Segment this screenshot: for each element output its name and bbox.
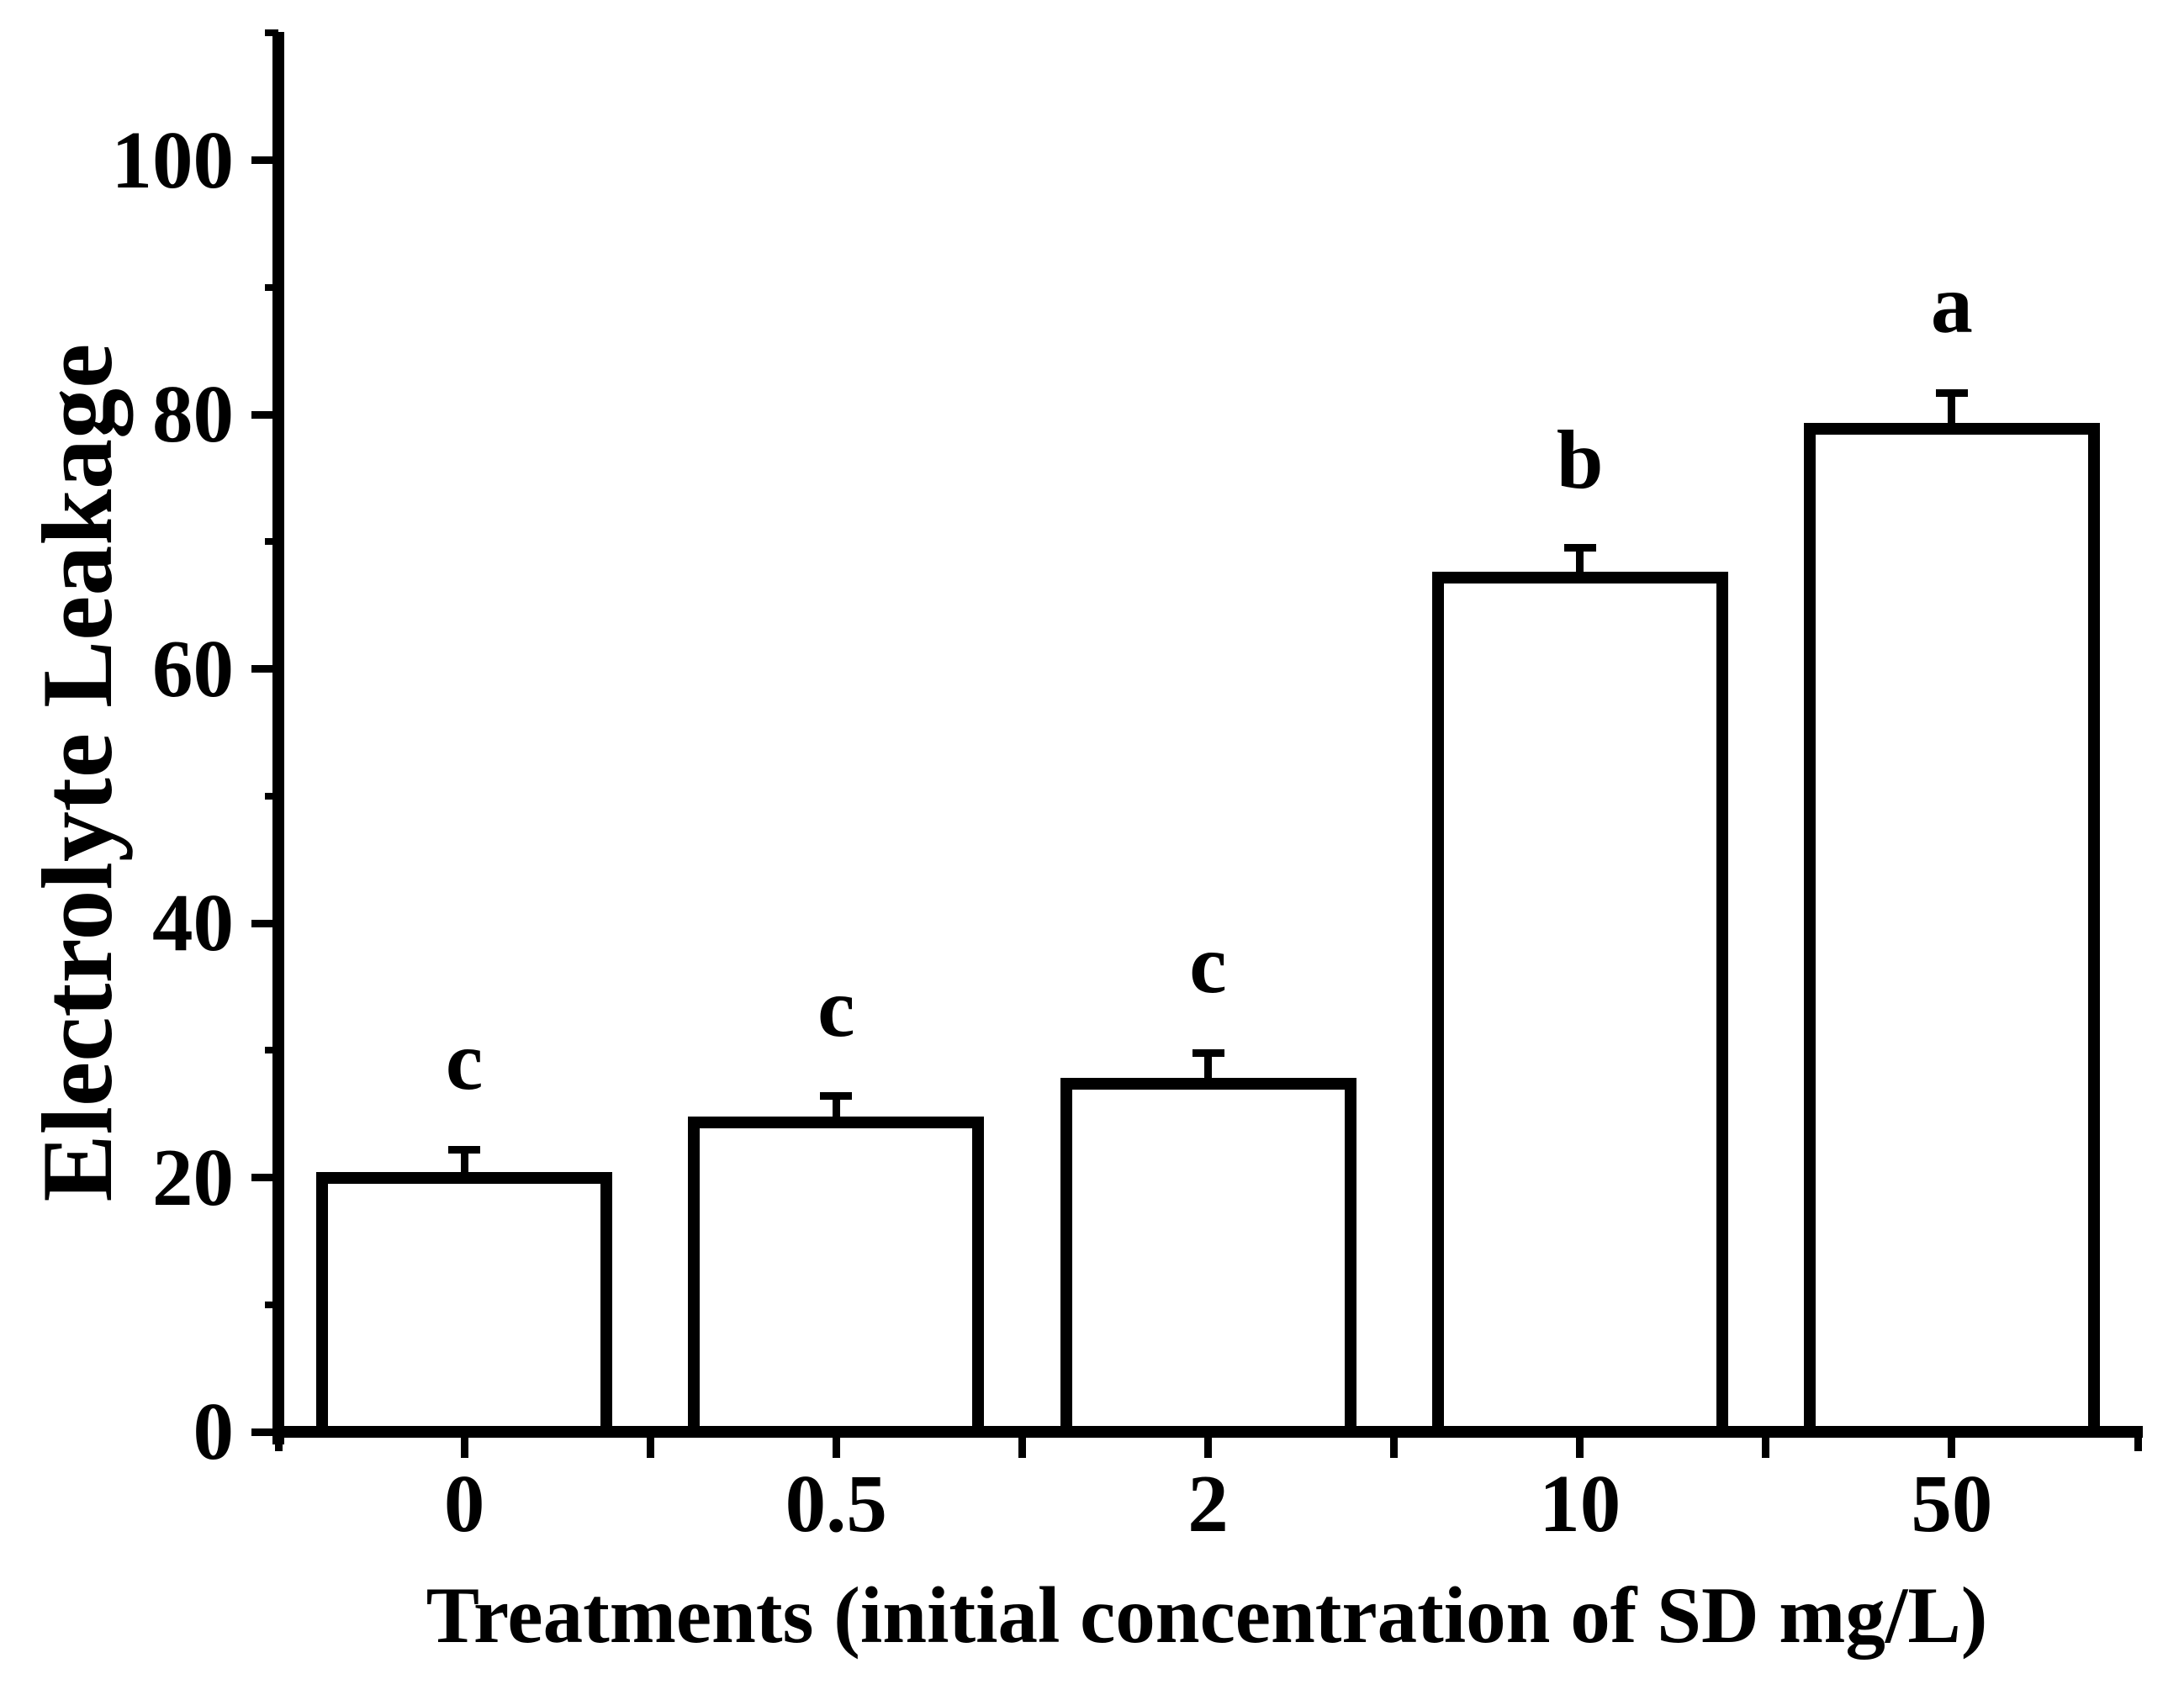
bar xyxy=(688,1117,985,1438)
x-tick xyxy=(1390,1438,1399,1458)
bar xyxy=(1803,422,2100,1438)
x-axis-baseline xyxy=(272,1426,2143,1438)
y-major-tick xyxy=(251,1174,278,1181)
significance-letter: c xyxy=(445,1014,484,1108)
significance-letter: a xyxy=(1930,257,1973,351)
x-tick xyxy=(1762,1438,1770,1458)
y-tick-label: 0 xyxy=(193,1386,235,1476)
x-end-tick xyxy=(274,1438,283,1451)
y-major-tick xyxy=(251,1428,278,1436)
y-minor-tick xyxy=(265,1301,278,1308)
error-bar-cap xyxy=(1935,388,1968,397)
y-minor-tick xyxy=(265,283,278,291)
y-tick-label: 100 xyxy=(111,114,235,205)
x-axis-title: Treatments (initial concentration of SD … xyxy=(426,1571,1988,1660)
x-tick xyxy=(1018,1438,1026,1458)
error-bar-cap xyxy=(1563,544,1596,552)
x-tick-label: 50 xyxy=(1911,1459,1993,1549)
x-tick xyxy=(646,1438,654,1458)
error-bar-cap xyxy=(448,1145,481,1154)
error-bar-line xyxy=(1204,1053,1212,1081)
y-minor-tick xyxy=(265,792,278,800)
significance-letter: c xyxy=(1189,917,1227,1011)
y-tick-label: 60 xyxy=(152,623,234,714)
y-major-tick xyxy=(251,919,278,927)
x-tick xyxy=(1948,1438,1956,1458)
y-major-tick xyxy=(251,410,278,419)
y-tick-label: 80 xyxy=(152,369,234,459)
error-bar-line xyxy=(1948,393,1956,426)
bar xyxy=(1060,1077,1356,1438)
significance-letter: c xyxy=(817,960,855,1054)
x-tick xyxy=(1576,1438,1584,1458)
error-bar-line xyxy=(460,1149,468,1175)
x-tick-label: 0 xyxy=(443,1459,485,1549)
x-tick xyxy=(460,1438,468,1458)
y-tick-label: 20 xyxy=(152,1132,234,1222)
y-minor-tick xyxy=(265,29,278,37)
x-tick-label: 0.5 xyxy=(785,1459,887,1549)
y-major-tick xyxy=(251,156,278,164)
y-axis-spine xyxy=(272,32,284,1444)
x-tick xyxy=(832,1438,840,1458)
error-bar-line xyxy=(832,1096,840,1121)
x-tick xyxy=(1204,1438,1212,1458)
y-tick-label: 40 xyxy=(152,878,234,968)
error-bar-cap xyxy=(1192,1048,1224,1057)
x-end-tick xyxy=(2134,1438,2142,1451)
y-major-tick xyxy=(251,665,278,673)
error-bar-cap xyxy=(820,1092,853,1101)
significance-letter: b xyxy=(1556,412,1604,506)
y-minor-tick xyxy=(265,538,278,546)
x-tick-label: 2 xyxy=(1187,1459,1229,1549)
bar xyxy=(1431,571,1728,1438)
y-minor-tick xyxy=(265,1047,278,1054)
x-tick-label: 10 xyxy=(1539,1459,1621,1549)
bar xyxy=(316,1171,613,1438)
error-bar-line xyxy=(1576,547,1584,575)
